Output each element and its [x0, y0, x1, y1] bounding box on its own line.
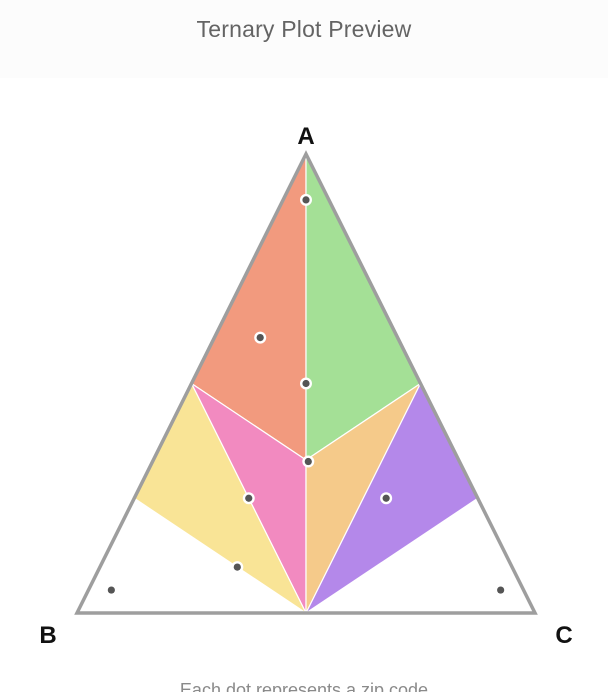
data-point	[256, 334, 264, 342]
point-group	[107, 193, 505, 594]
vertex-label-c: C	[555, 622, 572, 649]
vertex-label-b: B	[39, 622, 56, 649]
data-point	[107, 586, 115, 594]
data-point	[233, 563, 241, 571]
data-point	[302, 379, 310, 388]
data-point	[304, 457, 312, 466]
data-point	[382, 494, 390, 502]
vertex-label-a: A	[297, 123, 314, 150]
triangle-outline	[74, 150, 538, 615]
footer-caption: Each dot represents a zip code	[179, 680, 429, 692]
data-point	[497, 586, 505, 594]
header-bar: Ternary Plot Preview	[0, 0, 608, 78]
data-point	[302, 196, 310, 204]
triangle-frame	[74, 150, 538, 615]
data-point	[245, 494, 253, 502]
page-title: Ternary Plot Preview	[196, 16, 412, 42]
